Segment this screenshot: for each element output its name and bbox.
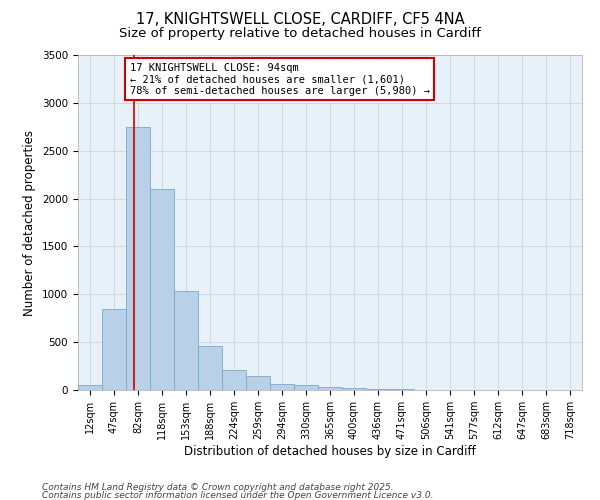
Bar bbox=[318, 386, 342, 390]
Bar bbox=[78, 385, 102, 390]
X-axis label: Distribution of detached houses by size in Cardiff: Distribution of detached houses by size … bbox=[184, 445, 476, 458]
Y-axis label: Number of detached properties: Number of detached properties bbox=[23, 130, 37, 316]
Text: Contains public sector information licensed under the Open Government Licence v3: Contains public sector information licen… bbox=[42, 490, 433, 500]
Bar bbox=[102, 308, 126, 390]
Bar bbox=[366, 388, 390, 390]
Text: 17 KNIGHTSWELL CLOSE: 94sqm
← 21% of detached houses are smaller (1,601)
78% of : 17 KNIGHTSWELL CLOSE: 94sqm ← 21% of det… bbox=[130, 62, 430, 96]
Bar bbox=[126, 127, 150, 390]
Text: Size of property relative to detached houses in Cardiff: Size of property relative to detached ho… bbox=[119, 28, 481, 40]
Bar bbox=[150, 189, 174, 390]
Bar bbox=[270, 384, 294, 390]
Bar bbox=[198, 346, 222, 390]
Bar bbox=[294, 385, 318, 390]
Bar bbox=[342, 388, 366, 390]
Bar bbox=[246, 376, 270, 390]
Bar bbox=[174, 292, 198, 390]
Bar bbox=[390, 389, 414, 390]
Bar bbox=[222, 370, 246, 390]
Text: Contains HM Land Registry data © Crown copyright and database right 2025.: Contains HM Land Registry data © Crown c… bbox=[42, 484, 394, 492]
Text: 17, KNIGHTSWELL CLOSE, CARDIFF, CF5 4NA: 17, KNIGHTSWELL CLOSE, CARDIFF, CF5 4NA bbox=[136, 12, 464, 28]
